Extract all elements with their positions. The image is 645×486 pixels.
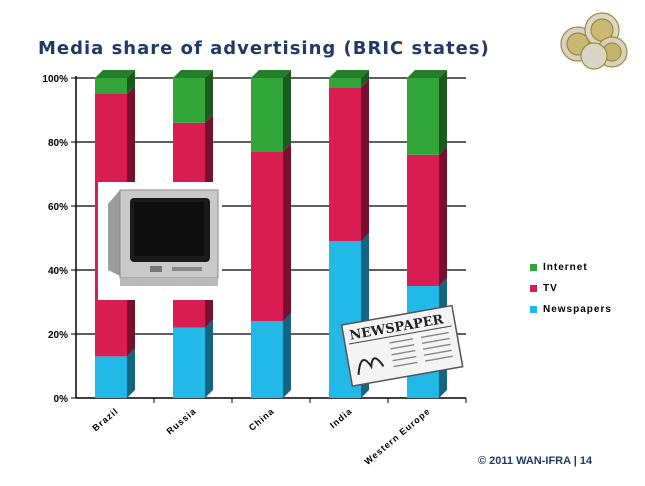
bar-side-internet <box>439 70 447 155</box>
bar-segment-tv <box>329 87 361 242</box>
euro-coins-icon <box>560 12 628 70</box>
bar-segment-newspapers <box>95 356 127 398</box>
y-tick-label: 40% <box>48 266 68 277</box>
bar-side-tv <box>361 79 369 242</box>
legend-label-internet: Internet <box>543 262 588 273</box>
bar-segment-internet <box>251 78 283 152</box>
bar-side-internet <box>361 70 369 88</box>
bar-side-newspapers <box>127 348 135 398</box>
legend-swatch-newspapers <box>530 306 537 313</box>
bar-side-internet <box>205 70 213 123</box>
bar-side-newspapers <box>205 319 213 398</box>
bar-side-tv <box>439 146 447 286</box>
y-tick-label: 20% <box>48 330 68 341</box>
bar-top-face <box>173 70 213 78</box>
bar-side-tv <box>283 143 291 322</box>
x-tick-label: Russia <box>165 406 199 436</box>
y-tick-label: 100% <box>42 74 68 85</box>
television-icon <box>98 182 222 300</box>
bar-segment-internet <box>329 78 361 88</box>
newspaper-icon: NEWSPAPER <box>340 304 464 387</box>
x-tick-label: China <box>247 406 276 433</box>
legend-swatch-tv <box>530 285 537 292</box>
y-tick-label: 60% <box>48 202 68 213</box>
legend-item-newspapers: Newspapers <box>530 299 612 320</box>
x-tick-label: India <box>328 406 354 430</box>
legend-label-tv: TV <box>543 283 558 294</box>
bar-segment-internet <box>173 78 205 123</box>
bar-top-face <box>329 70 369 78</box>
x-tick-label: Western Europe <box>362 406 432 467</box>
bar-side-internet <box>283 70 291 152</box>
legend-swatch-internet <box>530 264 537 271</box>
y-tick-label: 0% <box>54 394 69 405</box>
copyright-footer: © 2011 WAN-IFRA | 14 <box>478 455 593 467</box>
bar-segment-internet <box>95 78 127 94</box>
legend-item-tv: TV <box>530 278 612 299</box>
bar-top-face <box>251 70 291 78</box>
legend-item-internet: Internet <box>530 257 612 278</box>
bar-top-face <box>95 70 135 78</box>
bar-segment-tv <box>251 151 283 322</box>
bar-segment-internet <box>407 78 439 155</box>
bar-top-face <box>407 70 447 78</box>
bar-segment-newspapers <box>173 327 205 398</box>
bar-side-newspapers <box>283 313 291 398</box>
bar-segment-tv <box>407 154 439 286</box>
chart-title: Media share of advertising (BRIC states) <box>38 38 490 59</box>
x-tick-label: Brazil <box>90 406 120 433</box>
chart-legend: Internet TV Newspapers <box>530 257 612 320</box>
bar-segment-newspapers <box>251 321 283 398</box>
legend-label-newspapers: Newspapers <box>543 304 612 315</box>
y-tick-label: 80% <box>48 138 68 149</box>
